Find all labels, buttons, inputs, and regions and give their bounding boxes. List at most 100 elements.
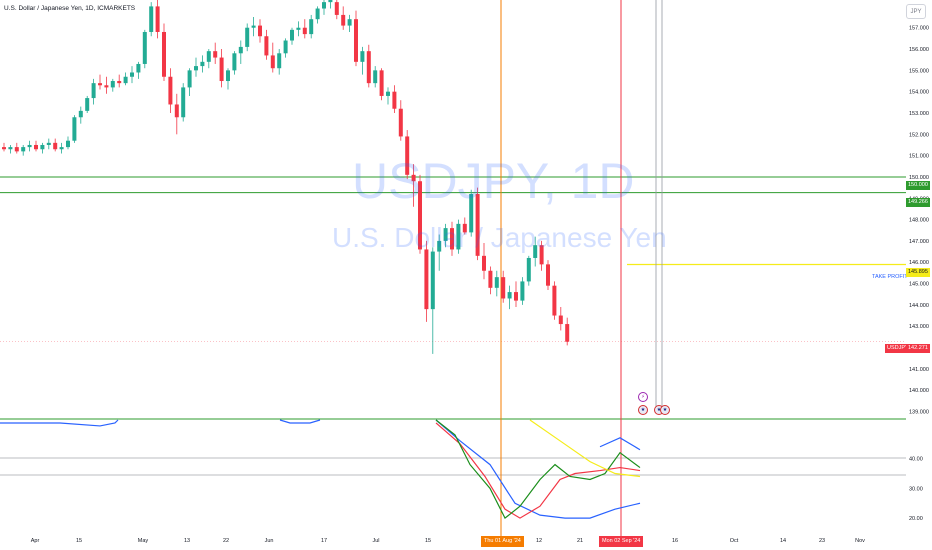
price-tick-label: 156.000	[909, 47, 929, 53]
candle-body	[424, 249, 429, 310]
candle-body	[142, 31, 147, 64]
candle-body	[14, 147, 19, 152]
candle-body	[366, 51, 371, 84]
candle-body	[386, 91, 390, 96]
price-tick-label: 148.000	[909, 218, 929, 224]
currency-badge[interactable]: JPY	[906, 4, 926, 19]
osc-green-line	[435, 419, 641, 520]
candle-body	[98, 83, 102, 86]
time-tick-label: 22	[223, 538, 229, 544]
candle-body	[238, 46, 243, 54]
candle-body	[162, 31, 166, 77]
candle-body	[59, 147, 64, 150]
time-tick-label: 15	[425, 538, 431, 544]
candle-body	[78, 110, 83, 118]
level-150-tag: 150.000	[906, 181, 930, 190]
candle-body	[430, 251, 435, 310]
time-tick-label: 21	[577, 538, 583, 544]
price-tick-label: 150.000	[909, 175, 929, 181]
chart-title: U.S. Dollar / Japanese Yen, 1D, ICMARKET…	[4, 5, 136, 12]
candle-body	[456, 223, 461, 250]
candle-body	[194, 66, 198, 71]
oscillator-panel	[0, 419, 641, 520]
candle-body	[405, 136, 410, 175]
candle-body	[379, 70, 384, 96]
candle-body	[437, 240, 442, 252]
candle-body	[136, 63, 141, 73]
candle-body	[514, 292, 518, 301]
candle-body	[40, 144, 45, 150]
candle-body	[411, 174, 416, 182]
candle-body	[264, 36, 269, 56]
candle-body	[219, 57, 224, 82]
candle-body	[520, 281, 525, 301]
candle-body	[123, 76, 128, 84]
take-profit-label: TAKE PROFIT	[872, 274, 908, 280]
candle-body	[232, 53, 237, 71]
candle-body	[206, 51, 211, 62]
horizontal-levels	[0, 176, 906, 476]
candle-body	[392, 91, 397, 109]
price-tick-label: 157.000	[909, 26, 929, 32]
time-tick-label: Oct	[730, 538, 739, 544]
candle-body	[322, 2, 326, 9]
candle-body	[277, 53, 282, 69]
time-tick-label: Nov	[855, 538, 865, 544]
price-tick-label: 154.000	[909, 90, 929, 96]
candle-body	[347, 19, 352, 26]
candle-body	[373, 70, 378, 84]
candle-body	[27, 144, 32, 148]
candle-body	[283, 40, 288, 54]
candle-body	[251, 25, 256, 28]
candle-body	[85, 98, 90, 111]
price-tick-label: 147.000	[909, 239, 929, 245]
price-tick-label: 139.000	[909, 409, 929, 415]
time-tick-label: 15	[76, 538, 82, 544]
candle-body	[398, 108, 403, 137]
candle-body	[2, 147, 6, 150]
time-tick-label: Apr	[31, 538, 40, 544]
date-marker-lines	[500, 0, 663, 536]
candle-body	[565, 324, 570, 342]
price-tick-label: 152.000	[909, 132, 929, 138]
price-tick-label: 151.000	[909, 154, 929, 160]
osc-tick-label: 40.00	[909, 457, 923, 463]
candle-body	[34, 144, 38, 150]
candle-body	[168, 76, 173, 105]
time-tick-label: Jun	[265, 538, 274, 544]
date-marker-2: Mon 02 Sep '24	[599, 536, 644, 547]
price-tick-label: 155.000	[909, 68, 929, 74]
candle-body	[290, 29, 294, 41]
candle-body	[66, 140, 70, 148]
time-tick-label: May	[138, 538, 149, 544]
candle-body	[181, 87, 186, 118]
earnings-bolt-icon[interactable]: ⚡	[638, 392, 648, 402]
candle-body	[258, 25, 262, 37]
candle-body	[130, 72, 134, 77]
osc-yellow-line	[529, 419, 641, 478]
candle-body	[418, 181, 422, 250]
candle-body	[110, 81, 115, 88]
candle-body	[328, 0, 333, 3]
us-flag-icon[interactable]: ★	[660, 405, 670, 415]
symbol-tag: USDJPY	[885, 344, 911, 353]
candlestick-series	[2, 0, 570, 354]
candle-body	[539, 245, 544, 265]
time-axis: Apr15May1322Jun17Jul15Aug1221Sep16Oct142…	[31, 538, 865, 544]
candle-body	[149, 6, 154, 32]
candle-body	[213, 51, 218, 58]
time-tick-label: 12	[536, 538, 542, 544]
candle-body	[552, 285, 557, 316]
time-tick-label: 14	[780, 538, 786, 544]
osc-tick-label: 20.00	[909, 516, 923, 522]
us-flag-icon[interactable]: ★	[638, 405, 648, 415]
candle-body	[53, 142, 58, 150]
candle-body	[533, 245, 538, 258]
level-149-tag: 149.266	[906, 198, 930, 207]
time-tick-label: 13	[184, 538, 190, 544]
price-tick-label: 153.000	[909, 111, 929, 117]
price-tick-label: 141.000	[909, 367, 929, 373]
time-tick-label: Jul	[372, 538, 379, 544]
candle-body	[354, 19, 358, 62]
